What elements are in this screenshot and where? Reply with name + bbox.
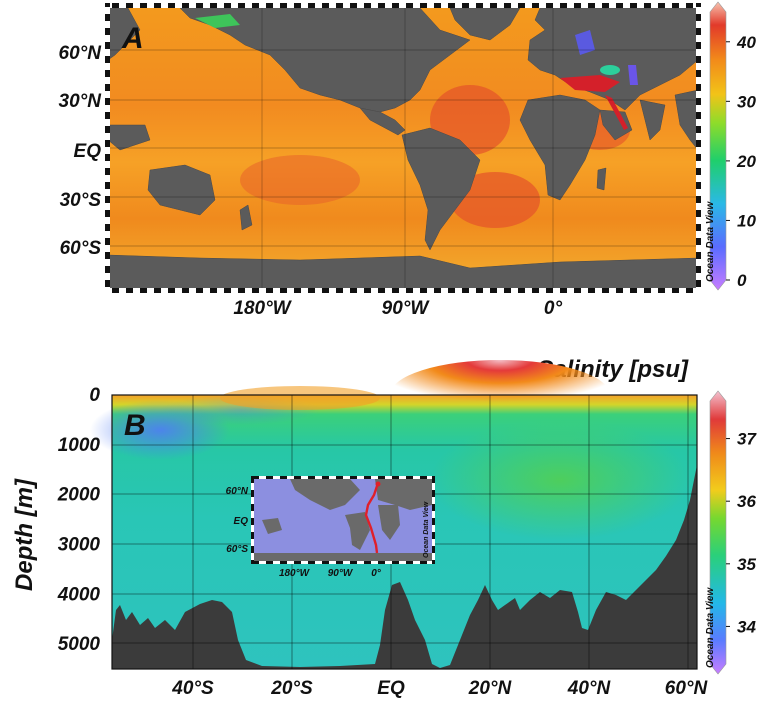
inset-north-america xyxy=(290,479,360,510)
panel-b-x-tick: 60°N xyxy=(665,678,709,699)
colorbar-tick-label: 40 xyxy=(736,33,756,52)
panel-a-y-tick: 60°S xyxy=(60,238,102,259)
colorbar-tick-label: 20 xyxy=(736,152,756,171)
arabia xyxy=(599,109,633,141)
panel-b-x-tick: 20°S xyxy=(270,678,313,699)
inset-frame-left xyxy=(251,476,254,564)
black-sea xyxy=(600,65,620,75)
panel-b-x-tick: EQ xyxy=(377,678,405,699)
colorbar-tick-label: 37 xyxy=(737,430,757,449)
panel-b-colorbar: 34 35 36 37 Ocean Data View xyxy=(705,390,757,675)
baltic-sea xyxy=(575,30,595,55)
panel-b-x-tick: 40°N xyxy=(567,678,612,699)
panel-b-y-tick: 5000 xyxy=(58,634,101,655)
inset-africa xyxy=(378,505,400,540)
colorbar-tick-label: 35 xyxy=(737,555,756,574)
inset-south-america xyxy=(345,512,370,550)
southeast-asia xyxy=(674,89,699,151)
inset-y-tick: 60°N xyxy=(226,486,249,497)
inset-y-tick: 60°S xyxy=(226,544,248,555)
panel-a-ocean-patch xyxy=(450,172,540,228)
panel-a-y-tick: 60°N xyxy=(59,43,103,64)
india xyxy=(639,99,666,141)
panel-b-y-tick: 4000 xyxy=(57,584,101,605)
panel-a-y-tick: 30°N xyxy=(59,91,103,112)
panel-b-y-tick: 1000 xyxy=(58,435,101,456)
panel-b-deep-water xyxy=(430,420,690,540)
inset-track-marker xyxy=(375,481,381,487)
panel-a-y-tick: 30°S xyxy=(60,190,102,211)
colorbar-tick-label: 34 xyxy=(737,617,756,636)
panel-b-colorbar-bar xyxy=(709,390,727,675)
africa xyxy=(519,94,601,201)
inset-frame-top xyxy=(252,476,434,479)
inset-map: 60°N EQ 60°S 180°W 90°W 0° Ocean Data Vi… xyxy=(226,476,435,579)
madagascar xyxy=(596,167,607,191)
panel-b-frame xyxy=(111,394,698,670)
australia xyxy=(147,164,216,216)
panel-a-x-tick: 0° xyxy=(544,298,563,319)
panel-a-y-tick: EQ xyxy=(74,141,102,162)
colorbar-tick-label: 0 xyxy=(737,271,747,290)
panel-a-x-tick: 90°W xyxy=(382,298,431,319)
panel-b-label: B xyxy=(124,409,146,442)
new-zealand xyxy=(239,204,253,231)
inset-continents xyxy=(254,479,432,561)
panel-a-colorbar-ticks: 0 10 20 30 40 xyxy=(726,33,756,290)
panel-b-x-tick: 40°S xyxy=(171,678,214,699)
central-america xyxy=(359,107,406,136)
inset-x-tick: 180°W xyxy=(279,568,311,579)
panel-b-ylabel: Depth [m] xyxy=(11,478,38,591)
panel-a-colorbar: 0 10 20 30 40 Ocean Data View xyxy=(705,1,756,291)
hudson-bay xyxy=(195,14,240,28)
panel-b-colorbar-ticks: 34 35 36 37 xyxy=(726,430,757,636)
inset-section-track xyxy=(364,482,380,554)
panel-a-frame-bottom xyxy=(108,288,698,293)
panel-b-x-tick: 20°N xyxy=(468,678,513,699)
panel-a-watermark: Ocean Data View xyxy=(705,201,716,282)
panel-a-x-tick: 180°W xyxy=(233,298,292,319)
inset-frame-right xyxy=(432,476,435,564)
panel-b-y-tick: 3000 xyxy=(58,534,101,555)
colorbar-tick-label: 30 xyxy=(737,92,756,111)
inset-x-tick: 90°W xyxy=(328,568,354,579)
panel-a-ocean-patch xyxy=(240,155,360,205)
inset-watermark: Ocean Data View xyxy=(423,501,430,558)
inset-antarctica xyxy=(254,553,432,561)
mediterranean-sea xyxy=(560,75,620,92)
colorbar-tick-label: 36 xyxy=(737,492,756,511)
panel-a-frame-right xyxy=(696,3,701,293)
panel-b-surface-maximum xyxy=(220,386,380,410)
panel-b-seafloor xyxy=(112,465,697,669)
panel-b-y-ticks: 0 1000 2000 3000 4000 5000 xyxy=(57,385,101,655)
panel-b-y-tick: 0 xyxy=(89,385,100,406)
panel-a-graticule xyxy=(108,6,698,290)
inset-x-tick: 0° xyxy=(371,568,382,579)
caspian-sea xyxy=(628,65,638,85)
red-sea xyxy=(605,95,628,130)
inset-eurasia xyxy=(375,479,432,510)
panel-b-watermark: Ocean Data View xyxy=(705,587,716,668)
inset-frame-bottom xyxy=(252,561,434,564)
colorbar-tick-label: 10 xyxy=(737,211,756,230)
panel-a-map: A 60°N 30°N EQ 30°S 60°S 180°W 90°W 0° xyxy=(59,3,701,319)
panel-a-frame-top xyxy=(108,3,698,8)
panel-a-frame-left xyxy=(105,3,110,293)
south-america xyxy=(401,127,481,251)
panel-a-label: A xyxy=(121,22,144,55)
inset-australia xyxy=(262,518,282,534)
panel-b-y-tick: 2000 xyxy=(57,485,101,506)
inset-y-tick: EQ xyxy=(234,516,249,527)
